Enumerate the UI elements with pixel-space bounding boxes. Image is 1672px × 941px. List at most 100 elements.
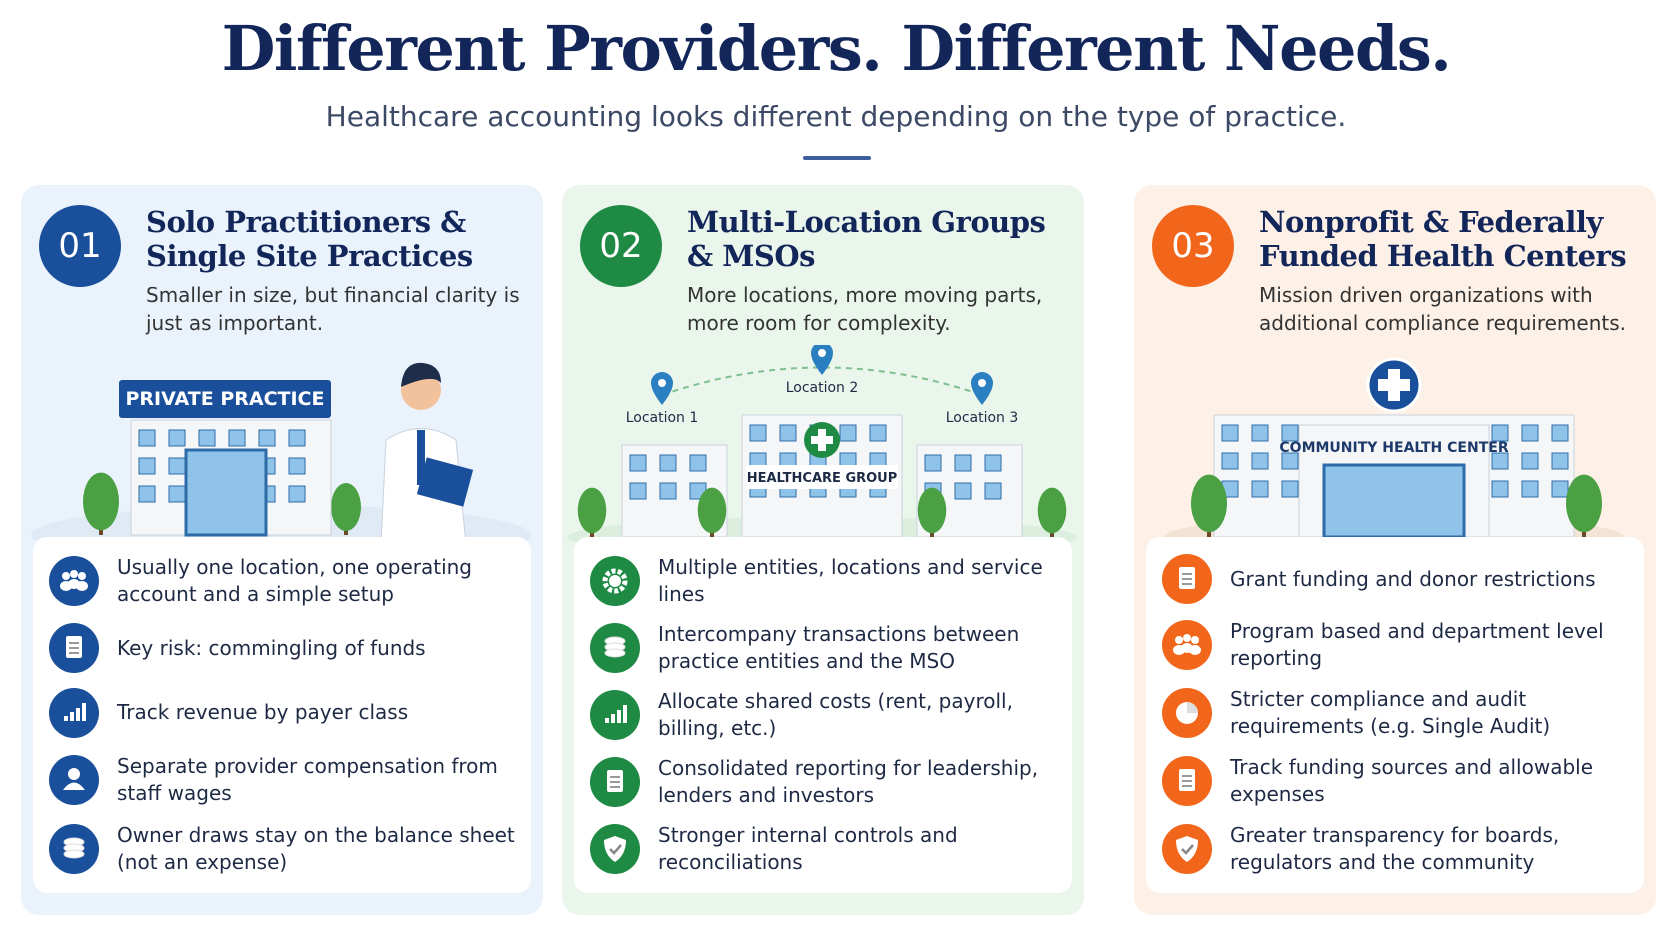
window xyxy=(1251,480,1269,498)
icon-shape xyxy=(69,652,79,655)
location-label: Location 3 xyxy=(946,410,1019,426)
icon-shape xyxy=(610,786,620,789)
cross xyxy=(811,429,833,451)
icon-shape xyxy=(70,570,78,579)
window xyxy=(924,454,942,472)
icon-shape xyxy=(1189,645,1201,655)
list-item: Key risk: commingling of funds xyxy=(49,623,515,674)
icon-shape xyxy=(610,776,620,779)
tree xyxy=(1191,474,1227,533)
window xyxy=(954,482,972,500)
door xyxy=(1322,463,1466,539)
icon-shape xyxy=(1182,780,1192,782)
item-text: Grant funding and donor restrictions xyxy=(1230,566,1596,591)
icon-shape xyxy=(1182,578,1192,580)
list-item: Allocate shared costs (rent, payroll, bi… xyxy=(590,688,1056,742)
icon-shape xyxy=(623,704,627,723)
column-description: More locations, more moving parts, more … xyxy=(687,283,1043,335)
icon-shape xyxy=(1187,702,1198,713)
pin xyxy=(971,372,993,405)
item-icon xyxy=(590,555,640,606)
item-panel: Grant funding and donor restrictions Prog… xyxy=(1146,537,1644,893)
window xyxy=(1281,480,1299,498)
icon-shape xyxy=(1182,785,1192,787)
window xyxy=(1491,424,1509,442)
column: 03 Nonprofit & Federally Funded Health Ce… xyxy=(1134,185,1656,915)
icon-shape xyxy=(604,648,626,658)
window xyxy=(1251,452,1269,470)
number-badge: 03 xyxy=(1152,205,1234,287)
item-icon xyxy=(590,824,640,875)
icon-shape xyxy=(78,572,86,581)
sign xyxy=(119,380,331,418)
list-item: Usually one location, one operating acco… xyxy=(49,554,515,608)
icon-shape xyxy=(63,849,85,859)
window xyxy=(749,424,767,442)
location-label: Location 2 xyxy=(786,380,859,396)
icon-shape xyxy=(1182,573,1192,575)
pin xyxy=(651,372,673,405)
item-icon xyxy=(49,754,99,805)
icon-shape xyxy=(1182,775,1192,777)
list-item: Stricter compliance and audit requiremen… xyxy=(1162,686,1628,740)
title: Different Providers. Different Needs. xyxy=(221,12,1452,85)
item-text: Allocate shared costs (rent, payroll, bi… xyxy=(658,688,1013,740)
window xyxy=(138,429,156,447)
window xyxy=(689,454,707,472)
item-panel: Usually one location, one operating acco… xyxy=(33,537,531,893)
illustration: COMMUNITY HEALTH CENTER xyxy=(1164,357,1624,545)
window xyxy=(1551,452,1569,470)
icon-shape xyxy=(76,707,80,721)
location-label: Location 1 xyxy=(626,410,699,426)
icon-shape xyxy=(1191,636,1199,644)
window xyxy=(228,429,246,447)
banner-label: HEALTHCARE GROUP xyxy=(747,471,898,486)
window xyxy=(1251,424,1269,442)
icon-shape xyxy=(610,781,620,784)
window xyxy=(629,482,647,500)
item-panel: Multiple entities, locations and service… xyxy=(574,537,1072,893)
window xyxy=(168,485,186,503)
icon-shape xyxy=(609,844,622,856)
column-title: Multi-Location Groups & MSOs xyxy=(687,205,1046,273)
window xyxy=(1281,452,1299,470)
window xyxy=(288,485,306,503)
number-badge: 02 xyxy=(580,205,662,287)
item-text: Usually one location, one operating acco… xyxy=(117,555,472,607)
icon-shape xyxy=(1181,844,1194,855)
icon-shape xyxy=(69,642,79,645)
illustration: HEALTHCARE GROUP Location 1 Location 2 Loca… xyxy=(567,345,1077,545)
illustration: PRIVATE PRACTICE xyxy=(31,362,531,545)
item-text: Track funding sources and allowable expe… xyxy=(1230,755,1594,806)
item-icon xyxy=(590,622,640,673)
list-item: Separate provider compensation from staf… xyxy=(49,753,515,807)
list-item: Intercompany transactions between practi… xyxy=(590,621,1056,675)
tree xyxy=(697,487,727,534)
icon-shape xyxy=(63,782,85,790)
divider xyxy=(803,156,871,160)
item-icon xyxy=(49,687,99,738)
icon-shape xyxy=(609,574,621,587)
icon-shape xyxy=(604,836,626,863)
window xyxy=(1551,424,1569,442)
item-text: Owner draws stay on the balance sheet (n… xyxy=(117,822,515,874)
list-item: Consolidated reporting for leadership, l… xyxy=(590,755,1056,809)
window xyxy=(984,482,1002,500)
tree xyxy=(331,483,361,531)
list-item: Track revenue by payer class xyxy=(49,687,515,738)
number-badge: 01 xyxy=(39,205,121,287)
window xyxy=(1551,480,1569,498)
item-icon xyxy=(1162,688,1212,738)
item-text: Key risk: commingling of funds xyxy=(117,635,426,660)
item-icon xyxy=(49,823,99,874)
icon-shape xyxy=(1176,836,1198,862)
window xyxy=(198,429,216,447)
list-item: Program based and department level repor… xyxy=(1162,618,1628,672)
icon-shape xyxy=(64,715,68,721)
list-item: Owner draws stay on the balance sheet (n… xyxy=(49,822,515,876)
item-icon xyxy=(590,757,640,808)
item-icon xyxy=(1162,554,1212,604)
icon-shape xyxy=(68,767,80,780)
item-text: Track revenue by payer class xyxy=(117,700,409,725)
